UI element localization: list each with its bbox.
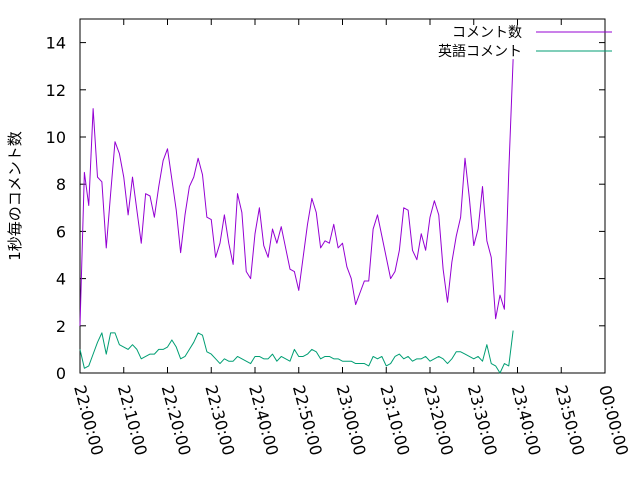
- y-tick-label: 2: [56, 317, 66, 336]
- x-tick-label: 22:40:00: [245, 383, 282, 457]
- x-tick-label: 23:30:00: [464, 383, 501, 457]
- series-line-1: [79, 59, 514, 326]
- series-layer: [79, 59, 514, 374]
- y-tick-label: 14: [46, 34, 66, 53]
- x-tick-label: 22:10:00: [114, 383, 151, 457]
- x-tick-label: 23:10:00: [376, 383, 413, 457]
- legend-label-1: コメント数: [452, 25, 522, 41]
- plot-frame: [79, 18, 606, 374]
- y-axis-title: 1秒毎のコメント数: [6, 131, 24, 261]
- y-tick-label: 10: [46, 128, 66, 147]
- x-tick-label: 23:20:00: [420, 383, 457, 457]
- x-tick-label: 00:00:00: [595, 383, 632, 457]
- x-tick-label: 22:30:00: [201, 383, 238, 457]
- y-tick-label: 0: [56, 364, 66, 383]
- y-tick-label: 6: [56, 222, 66, 241]
- x-tick-label: 23:00:00: [333, 383, 370, 457]
- legend-label-2: 英語コメント: [438, 43, 522, 60]
- x-tick-label: 23:40:00: [508, 383, 545, 457]
- x-tick-label: 23:50:00: [551, 383, 588, 457]
- y-axis: 0 2 4 6 8 10 12 14: [46, 34, 605, 383]
- x-tick-label: 22:50:00: [289, 383, 326, 457]
- y-tick-label: 8: [56, 175, 66, 194]
- x-tick-label: 22:00:00: [70, 383, 107, 457]
- series-line-2: [79, 330, 514, 374]
- y-tick-label: 4: [56, 270, 66, 289]
- x-tick-label: 22:20:00: [158, 383, 195, 457]
- x-axis: 22:00:00 22:10:00 22:20:00 22:30:00 22:40:00…: [70, 19, 632, 457]
- y-tick-label: 12: [46, 81, 66, 100]
